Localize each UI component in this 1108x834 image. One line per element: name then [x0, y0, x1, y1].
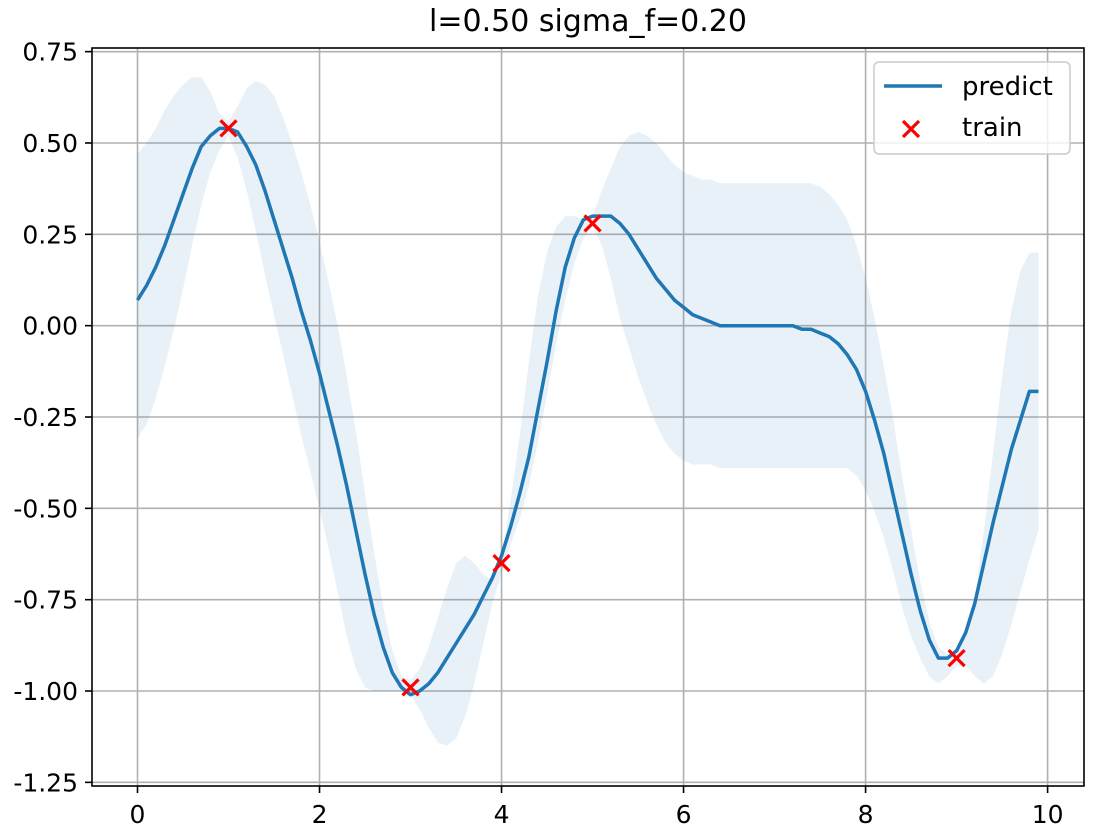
x-tick-label: 4 — [494, 800, 510, 829]
chart-title: l=0.50 sigma_f=0.20 — [429, 4, 747, 39]
train-point-stroke — [401, 678, 420, 697]
train-point-stroke — [219, 119, 238, 138]
train-point — [401, 678, 420, 697]
y-tick-label: 0.75 — [22, 38, 78, 67]
x-tick-label: 6 — [676, 800, 692, 829]
train-point — [947, 648, 966, 668]
y-axis-ticks: 0.75 0.50 0.25 0.00 -0.25 -0.50 -0.75 -1.00 -1.2… — [13, 38, 92, 797]
train-point-stroke — [583, 214, 602, 233]
x-tick-label: 8 — [858, 800, 874, 829]
train-point-stroke — [947, 648, 966, 668]
x-tick-label: 2 — [312, 800, 328, 829]
confidence-band — [137, 77, 1039, 746]
legend-train-swatch — [901, 119, 921, 139]
legend-predict-label: predict — [962, 72, 1053, 102]
y-tick-label: -0.25 — [13, 403, 78, 432]
train-point — [492, 554, 511, 573]
x-axis-ticks: 0 2 4 6 8 10 — [130, 786, 1064, 829]
train-point — [219, 119, 238, 138]
train-point — [583, 214, 602, 233]
legend: predict train — [873, 61, 1071, 155]
y-tick-label: -1.25 — [13, 768, 78, 797]
gridlines — [92, 48, 1084, 786]
x-tick-label: 10 — [1032, 800, 1064, 829]
y-tick-label: -0.75 — [13, 586, 78, 615]
y-tick-label: 0.00 — [22, 312, 78, 341]
y-tick-label: -0.50 — [13, 494, 78, 523]
train-marker-layer — [219, 119, 966, 697]
train-point-stroke — [492, 554, 511, 573]
x-tick-label: 0 — [130, 800, 146, 829]
y-tick-label: 0.25 — [22, 220, 78, 249]
y-tick-label: 0.50 — [22, 129, 78, 158]
y-tick-label: -1.00 — [13, 677, 78, 706]
legend-train-label: train — [962, 113, 1023, 143]
confidence-band-layer — [137, 77, 1039, 746]
